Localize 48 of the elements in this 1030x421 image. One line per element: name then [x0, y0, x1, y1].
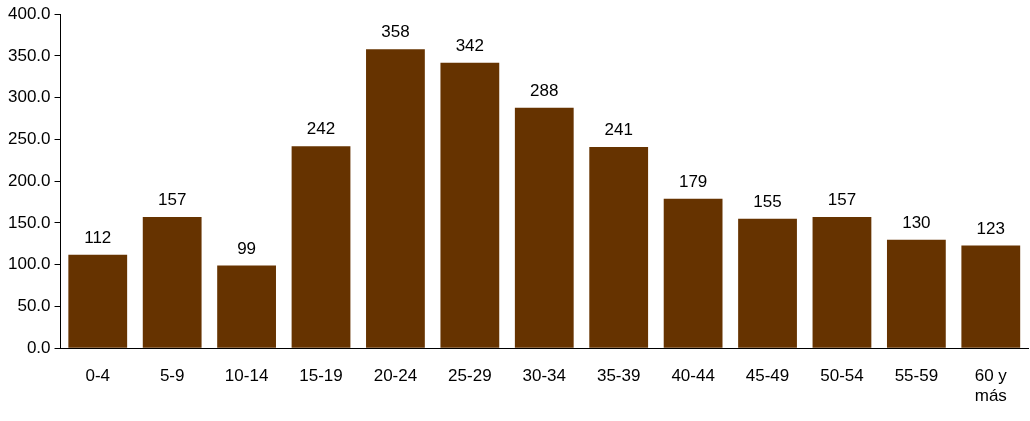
bar	[514, 107, 574, 348]
y-tick-label: 250.0	[7, 129, 51, 149]
x-tick-label: 5-9	[159, 366, 185, 386]
bar	[291, 146, 351, 348]
x-tick-label: 0-4	[85, 366, 111, 386]
data-label: 123	[976, 218, 1005, 238]
x-tick-label: 20-24	[373, 366, 418, 386]
y-tick-label: 200.0	[7, 170, 51, 190]
x-tick-label: 10-14	[224, 366, 269, 386]
x-tick-label: 60 y más	[974, 366, 1008, 406]
bar	[961, 245, 1021, 348]
x-tick-label: 55-59	[894, 366, 939, 386]
data-label: 358	[381, 22, 410, 42]
data-label: 242	[306, 119, 336, 139]
x-tick-label: 35-39	[596, 366, 641, 386]
x-tick-label: 25-29	[448, 366, 492, 386]
data-label: 99	[237, 238, 257, 258]
data-label: 288	[530, 80, 559, 100]
x-tick-label: 30-34	[522, 366, 567, 386]
y-tick-label: 100.0	[7, 254, 51, 274]
data-label: 157	[157, 190, 187, 210]
x-tick-label: 45-49	[745, 366, 790, 386]
data-label: 112	[84, 227, 112, 247]
y-tick-label: 350.0	[7, 45, 51, 65]
data-label: 241	[604, 120, 633, 140]
bar	[142, 217, 202, 348]
bar	[217, 265, 276, 348]
bar	[663, 198, 723, 348]
bar	[366, 49, 425, 348]
bar	[440, 62, 500, 348]
bar	[589, 146, 649, 348]
y-tick-label: 400.0	[7, 3, 51, 23]
x-tick-label: 50-54	[820, 366, 864, 386]
bar	[68, 254, 128, 348]
data-label: 179	[678, 171, 708, 191]
y-tick-label: 150.0	[7, 212, 51, 232]
data-label: 342	[455, 35, 485, 55]
y-tick-label: 0.0	[26, 337, 51, 357]
bar	[812, 217, 872, 348]
bar	[886, 239, 946, 348]
y-tick-label: 300.0	[7, 87, 51, 107]
data-label: 157	[827, 190, 857, 210]
bar	[738, 218, 797, 348]
x-tick-label: 15-19	[299, 366, 343, 386]
x-tick-label: 40-44	[671, 366, 715, 386]
data-label: 130	[902, 212, 931, 232]
y-tick-label: 50.0	[17, 296, 51, 316]
data-label: 155	[753, 191, 782, 211]
